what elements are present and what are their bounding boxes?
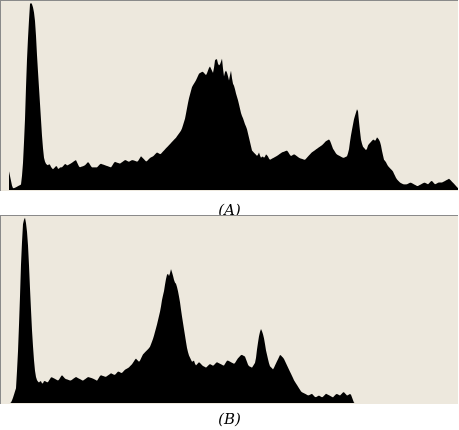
caption-b: (B) (218, 410, 241, 428)
histogram-b-chart (0, 215, 459, 405)
histogram-a-chart (0, 0, 459, 192)
histogram-panel-a (0, 0, 459, 192)
caption-a: (A) (218, 201, 241, 219)
histogram-a-histogram-bars (9, 2, 458, 191)
histogram-b-histogram-bars (9, 217, 458, 403)
histogram-panel-b (0, 215, 459, 405)
